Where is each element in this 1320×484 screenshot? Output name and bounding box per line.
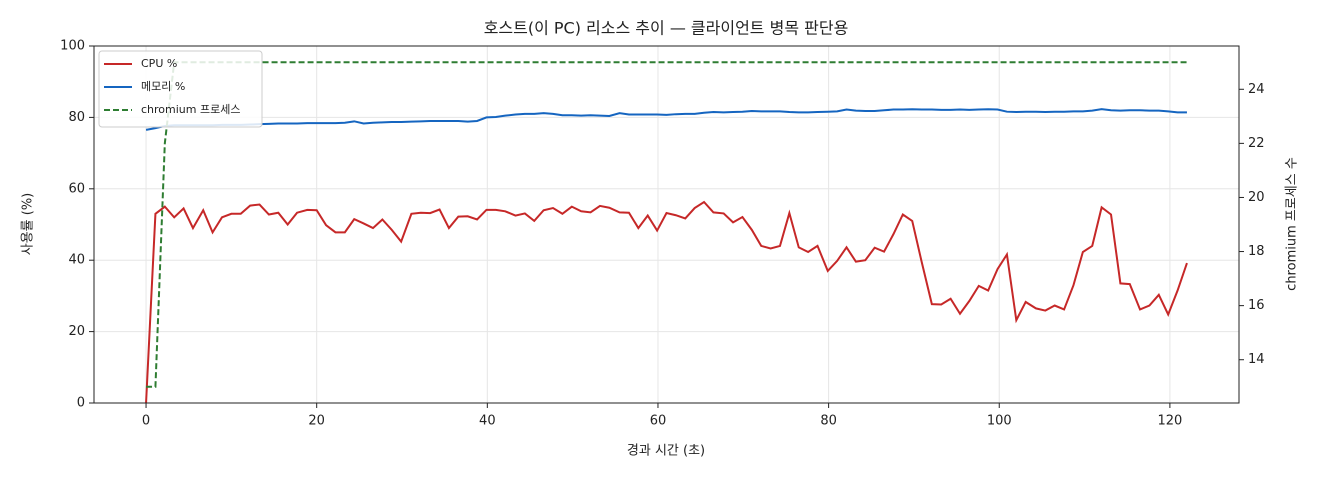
y2-tick-label: 18 (1248, 244, 1265, 259)
x-tick-label: 60 (650, 414, 667, 429)
x-tick-label: 20 (308, 414, 325, 429)
y2-tick-label: 14 (1248, 352, 1265, 367)
y-tick-label: 100 (60, 39, 85, 54)
x-tick-label: 40 (479, 414, 496, 429)
y2-tick-label: 16 (1248, 298, 1265, 313)
y-axis-label: 사용률 (%) (21, 193, 36, 256)
y2-tick-label: 22 (1248, 136, 1265, 151)
x-tick-label: 100 (987, 414, 1012, 429)
y-tick-label: 60 (68, 181, 85, 196)
x-tick-label: 80 (820, 414, 837, 429)
chart-title: 호스트(이 PC) 리소스 추이 — 클라이언트 병목 판단용 (484, 19, 849, 38)
series-line (146, 61, 1187, 388)
x-tick-label: 120 (1157, 414, 1182, 429)
x-axis-label: 경과 시간 (초) (627, 444, 705, 459)
y-tick-label: 0 (77, 396, 85, 411)
x-tick-label: 0 (142, 414, 150, 429)
y2-axis-label: chromium 프로세스 수 (1285, 157, 1300, 291)
y-tick-label: 80 (68, 110, 85, 125)
legend-label: chromium 프로세스 (141, 103, 240, 116)
series-line (145, 108, 1187, 131)
series-line (145, 200, 1188, 404)
legend-box (98, 50, 263, 128)
legend-label: 메모리 % (141, 80, 185, 93)
y2-tick-label: 24 (1248, 82, 1265, 97)
legend-label: CPU % (141, 57, 177, 70)
y-tick-label: 20 (68, 324, 85, 339)
plot-frame (93, 45, 1240, 404)
y-tick-label: 40 (68, 253, 85, 268)
y2-tick-label: 20 (1248, 190, 1265, 205)
